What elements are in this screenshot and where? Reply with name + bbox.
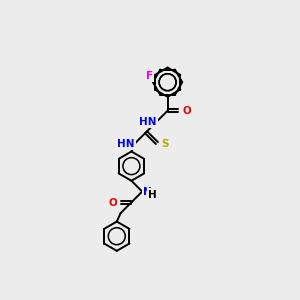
Text: S: S — [161, 139, 169, 149]
Text: HN: HN — [139, 117, 157, 127]
Text: H: H — [148, 190, 157, 200]
Text: HN: HN — [117, 139, 134, 149]
Text: N: N — [143, 187, 152, 197]
Text: F: F — [146, 71, 153, 81]
Text: O: O — [108, 198, 117, 208]
Text: O: O — [182, 106, 191, 116]
